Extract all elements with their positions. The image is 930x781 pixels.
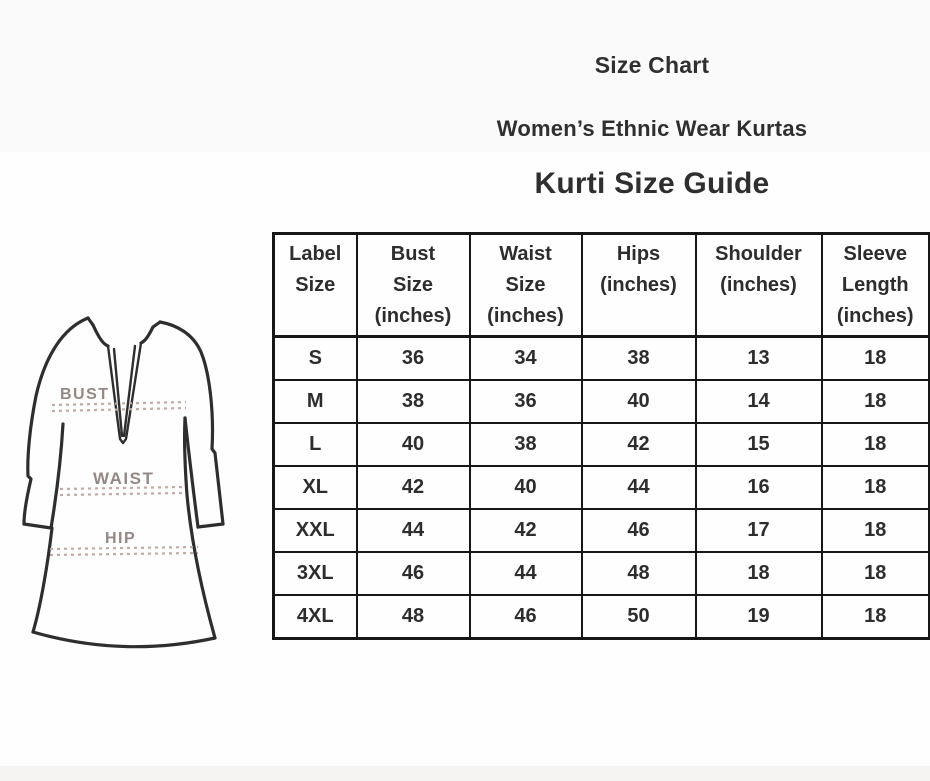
value-cell: 19 bbox=[694, 594, 823, 640]
value-cell: 18 bbox=[820, 335, 930, 381]
value-cell: 42 bbox=[355, 465, 471, 510]
table-row-s: S 36 34 38 13 18 bbox=[272, 335, 930, 381]
bottom-shade-band bbox=[0, 766, 930, 781]
value-cell: 15 bbox=[694, 422, 823, 467]
kurti-outline-icon bbox=[22, 316, 225, 649]
value-cell: 48 bbox=[580, 551, 697, 596]
bust-line bbox=[51, 400, 187, 407]
value-cell: 44 bbox=[468, 551, 583, 596]
value-cell: 36 bbox=[355, 335, 471, 381]
value-cell: 44 bbox=[355, 508, 471, 553]
value-cell: 42 bbox=[468, 508, 583, 553]
column-header-0: Label Size bbox=[272, 232, 358, 338]
value-cell: 18 bbox=[820, 508, 930, 553]
table-row-l: L 40 38 42 15 18 bbox=[272, 422, 930, 467]
column-header-5: Sleeve Length (inches) bbox=[820, 232, 930, 338]
size-label-cell: 3XL bbox=[272, 551, 358, 596]
value-cell: 18 bbox=[820, 422, 930, 467]
hip-label: HIP bbox=[105, 530, 136, 547]
top-shade-band bbox=[0, 0, 930, 152]
value-cell: 38 bbox=[580, 335, 697, 381]
table-row-4xl: 4XL 48 46 50 19 18 bbox=[272, 594, 930, 640]
value-cell: 40 bbox=[580, 379, 697, 424]
table-row-3xl: 3XL 46 44 48 18 18 bbox=[272, 551, 930, 596]
value-cell: 50 bbox=[580, 594, 697, 640]
value-cell: 36 bbox=[468, 379, 583, 424]
kurti-measurement-diagram: BUST WAIST HIP bbox=[5, 300, 240, 665]
column-header-1: Bust Size (inches) bbox=[355, 232, 471, 338]
value-cell: 42 bbox=[580, 422, 697, 467]
column-header-2: Waist Size (inches) bbox=[468, 232, 583, 338]
value-cell: 38 bbox=[355, 379, 471, 424]
bust-line-2 bbox=[51, 406, 187, 413]
hip-line bbox=[49, 545, 199, 551]
size-label-cell: XL bbox=[272, 465, 358, 510]
value-cell: 46 bbox=[580, 508, 697, 553]
value-cell: 38 bbox=[468, 422, 583, 467]
size-label-cell: M bbox=[272, 379, 358, 424]
value-cell: 40 bbox=[468, 465, 583, 510]
value-cell: 18 bbox=[820, 379, 930, 424]
table-row-xl: XL 42 40 44 16 18 bbox=[272, 465, 930, 510]
value-cell: 17 bbox=[694, 508, 823, 553]
size-table: Label Size Bust Size (inches) Waist Size (… bbox=[272, 232, 930, 640]
value-cell: 13 bbox=[694, 335, 823, 381]
value-cell: 34 bbox=[468, 335, 583, 381]
value-cell: 44 bbox=[580, 465, 697, 510]
value-cell: 18 bbox=[820, 465, 930, 510]
size-table-header-row: Label Size Bust Size (inches) Waist Size (… bbox=[272, 232, 930, 338]
column-header-4: Shoulder (inches) bbox=[694, 232, 823, 338]
page-subtitle: Women’s Ethnic Wear Kurtas bbox=[496, 116, 808, 141]
value-cell: 46 bbox=[355, 551, 471, 596]
table-row-xxl: XXL 44 42 46 17 18 bbox=[272, 508, 930, 553]
size-label-cell: L bbox=[272, 422, 358, 467]
size-label-cell: S bbox=[272, 335, 358, 381]
measurement-dash-lines bbox=[49, 400, 199, 557]
column-header-3: Hips (inches) bbox=[580, 232, 697, 338]
value-cell: 40 bbox=[355, 422, 471, 467]
hip-line-2 bbox=[49, 551, 199, 557]
page-title: Size Chart bbox=[594, 52, 710, 78]
value-cell: 18 bbox=[820, 551, 930, 596]
bust-label: BUST bbox=[60, 386, 110, 403]
value-cell: 18 bbox=[694, 551, 823, 596]
table-heading: Kurti Size Guide bbox=[534, 167, 770, 200]
value-cell: 14 bbox=[694, 379, 823, 424]
value-cell: 16 bbox=[694, 465, 823, 510]
value-cell: 18 bbox=[820, 594, 930, 640]
size-table-body: S 36 34 38 13 18 M 38 36 40 14 18 L 40 38 42 15 18 XL 42 40 4… bbox=[272, 335, 930, 640]
waist-label: WAIST bbox=[93, 469, 154, 488]
size-label-cell: 4XL bbox=[272, 594, 358, 640]
size-label-cell: XXL bbox=[272, 508, 358, 553]
value-cell: 46 bbox=[468, 594, 583, 640]
waist-line-2 bbox=[59, 491, 184, 497]
value-cell: 48 bbox=[355, 594, 471, 640]
neck-placket-icon bbox=[106, 341, 143, 445]
table-row-m: M 38 36 40 14 18 bbox=[272, 379, 930, 424]
